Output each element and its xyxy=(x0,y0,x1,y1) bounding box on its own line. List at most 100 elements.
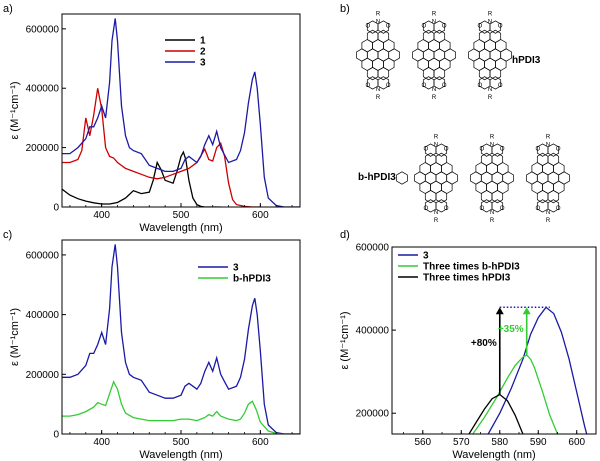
atom-label: R xyxy=(432,95,437,101)
atom-label: N xyxy=(432,87,436,93)
increase-label: +80% xyxy=(471,338,497,349)
y-tick-label: 400000 xyxy=(356,326,390,337)
x-tick-label: 600 xyxy=(568,437,585,448)
benzo-ring xyxy=(396,171,408,185)
legend-label: 3 xyxy=(423,251,429,262)
atom-label: O xyxy=(479,206,484,212)
y-tick-label: 200000 xyxy=(26,370,60,381)
atom-label: R xyxy=(488,95,493,101)
panel-label-a: a) xyxy=(3,3,13,15)
x-axis-label: Wavelength (nm) xyxy=(452,449,535,461)
atom-label: R xyxy=(376,95,381,101)
legend-label: b-hPDI3 xyxy=(233,274,271,285)
chart-a: 400 500 600 0 200000 400000 600000 Wavelength (… xyxy=(9,13,301,234)
atom-label: R xyxy=(432,12,437,18)
x-tick-label: 560 xyxy=(414,437,431,448)
series-line-c-0 xyxy=(62,244,300,434)
x-tick-label: 400 xyxy=(93,210,110,221)
atom-label: R xyxy=(376,12,381,18)
y-axis-label: ε (M⁻¹cm⁻¹) xyxy=(9,308,21,366)
y-axis-label: ε (M⁻¹cm⁻¹) xyxy=(339,311,351,369)
hpdi3-label: hPDI3 xyxy=(512,55,541,66)
increase-arrow-head xyxy=(495,307,504,315)
atom-label: R xyxy=(488,12,493,18)
ring-bond xyxy=(422,66,435,81)
ring-bond xyxy=(489,20,502,34)
atom-label: O xyxy=(365,83,370,89)
atom-label: R xyxy=(434,135,439,141)
panel-label-d: d) xyxy=(340,229,350,241)
atom-label: O xyxy=(386,24,391,30)
legend-label: Three times hPDI3 xyxy=(423,273,511,284)
y-axis-label: ε (M⁻¹cm⁻¹) xyxy=(9,81,21,139)
atom-label: O xyxy=(444,206,449,212)
atom-label: R xyxy=(490,218,495,224)
x-axis-label: Wavelength (nm) xyxy=(139,449,222,461)
ring-bond xyxy=(547,143,560,157)
atom-label: R xyxy=(490,135,495,141)
atom-label: O xyxy=(535,206,540,212)
plot-frame xyxy=(391,246,597,435)
ring-bond xyxy=(433,20,446,34)
x-tick-label: 400 xyxy=(93,437,110,448)
ring-bond xyxy=(435,199,448,213)
atom-label: R xyxy=(434,218,439,224)
atom-label: O xyxy=(386,83,391,89)
atom-label: N xyxy=(376,87,380,93)
x-axis-label: Wavelength (nm) xyxy=(139,222,222,234)
atom-label: N xyxy=(490,143,494,149)
x-tick-label: 600 xyxy=(252,437,269,448)
x-tick-label: 570 xyxy=(453,437,470,448)
ring-bond xyxy=(424,189,437,204)
series-line-a-2 xyxy=(62,18,300,207)
y-tick-label: 400000 xyxy=(26,84,60,95)
atom-label: N xyxy=(488,20,492,26)
series-line-a-0 xyxy=(62,150,221,207)
y-tick-label: 600000 xyxy=(26,250,60,261)
y-tick-label: 0 xyxy=(53,203,59,214)
b-hpdi3-label: b-hPDI3 xyxy=(358,172,396,183)
legend-label: 2 xyxy=(200,47,206,58)
atom-label: O xyxy=(444,147,449,153)
atom-label: O xyxy=(479,147,484,153)
y-tick-label: 600000 xyxy=(26,24,60,35)
legend-label: 3 xyxy=(200,58,206,69)
series-line-d-2 xyxy=(468,393,524,434)
atom-label: N xyxy=(434,210,438,216)
atom-label: N xyxy=(432,20,436,26)
ring-bond xyxy=(433,76,446,90)
atom-label: N xyxy=(546,210,550,216)
atom-label: O xyxy=(477,83,482,89)
legend-label: 3 xyxy=(233,263,239,274)
y-tick-label: 600000 xyxy=(356,243,390,254)
ring-bond xyxy=(491,143,504,157)
atom-label: R xyxy=(546,135,551,141)
atom-label: O xyxy=(500,147,505,153)
ring-bond xyxy=(480,189,493,204)
increase-label: +35% xyxy=(498,324,524,335)
atom-label: O xyxy=(421,83,426,89)
atom-label: O xyxy=(421,24,426,30)
x-tick-label: 580 xyxy=(491,437,508,448)
panel-label-c: c) xyxy=(3,229,12,241)
legend-label: Three times b-hPDI3 xyxy=(423,262,520,273)
y-tick-label: 0 xyxy=(53,430,59,441)
ring-bond xyxy=(547,189,560,204)
atom-label: O xyxy=(498,24,503,30)
atom-label: O xyxy=(556,206,561,212)
ring-bond xyxy=(377,20,390,34)
x-tick-label: 600 xyxy=(252,210,269,221)
atom-label: R xyxy=(546,218,551,224)
ring-bond xyxy=(435,143,448,157)
ring-bond xyxy=(377,66,390,81)
chart-c: 400 500 600 0 200000 400000 600000 Wavelength (… xyxy=(9,239,301,461)
ring-bond xyxy=(478,66,491,81)
series-line-c-1 xyxy=(62,380,300,434)
atom-label: O xyxy=(556,147,561,153)
ring-bond xyxy=(366,66,379,81)
atom-label: N xyxy=(490,210,494,216)
atom-label: O xyxy=(423,206,428,212)
y-tick-label: 400000 xyxy=(26,310,60,321)
